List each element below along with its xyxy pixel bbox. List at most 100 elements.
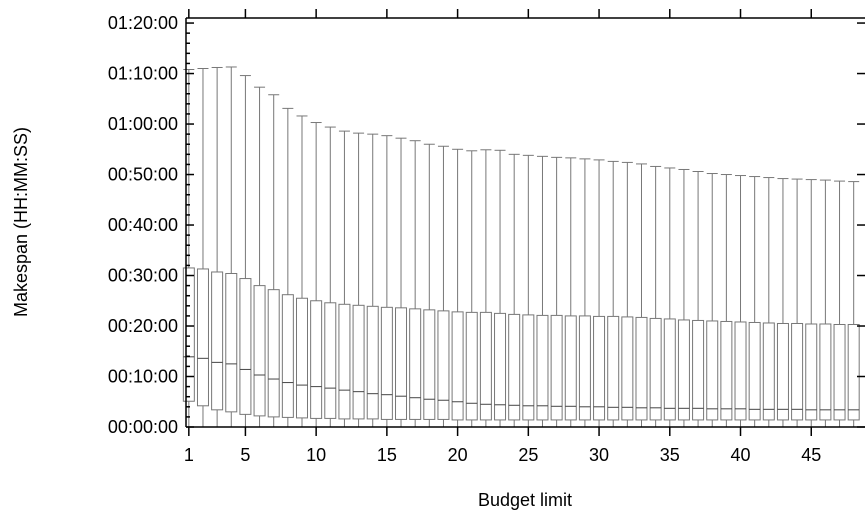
box-group <box>395 137 408 427</box>
box-iqr <box>522 314 535 421</box>
box-iqr <box>550 314 563 421</box>
box-iqr <box>267 289 280 418</box>
box-iqr <box>508 313 521 421</box>
box-group <box>239 75 252 427</box>
box-group <box>621 161 634 427</box>
box-iqr <box>748 321 761 421</box>
box-group <box>720 174 733 427</box>
box-group <box>281 107 294 427</box>
x-tick-label: 40 <box>731 445 751 465</box>
x-tick-label: 25 <box>518 445 538 465</box>
y-tick-label: 00:30:00 <box>108 266 178 286</box>
axes-layer <box>185 17 865 428</box>
box-iqr <box>324 302 337 419</box>
box-iqr <box>253 285 266 417</box>
labels-layer: 00:00:00 00:10:00 00:20:00 00:30:00 00:40:00… <box>108 13 821 465</box>
box-iqr <box>536 314 549 421</box>
box-group <box>423 143 436 427</box>
y-tick-label: 01:10:00 <box>108 64 178 84</box>
box-group <box>211 66 224 427</box>
box-group <box>692 171 705 427</box>
box-group <box>791 178 804 427</box>
box-iqr <box>776 322 789 421</box>
box-group <box>677 168 690 427</box>
box-group <box>706 173 719 427</box>
box-iqr <box>409 308 422 420</box>
box-group <box>536 155 549 427</box>
x-tick-label: 45 <box>801 445 821 465</box>
y-axis-title: Makespan (HH:MM:SS) <box>11 127 31 317</box>
box-iqr <box>239 278 252 415</box>
box-group <box>253 86 266 427</box>
box-iqr <box>677 319 690 421</box>
box-group <box>182 69 195 427</box>
x-tick-label: 1 <box>184 445 194 465</box>
box-group <box>748 176 761 427</box>
box-iqr <box>649 317 662 421</box>
box-group <box>310 122 323 427</box>
box-iqr <box>847 323 860 421</box>
box-group <box>649 165 662 427</box>
y-tick-label: 00:50:00 <box>108 165 178 185</box>
x-tick-label: 35 <box>660 445 680 465</box>
box-group <box>776 178 789 427</box>
box-group <box>550 156 563 427</box>
box-iqr <box>692 319 705 421</box>
box-iqr <box>366 305 379 420</box>
box-group <box>479 149 492 427</box>
box-iqr <box>295 297 308 419</box>
box-iqr <box>593 315 606 421</box>
box-group <box>409 140 422 427</box>
box-iqr <box>281 294 294 418</box>
box-iqr <box>352 304 365 420</box>
box-group <box>267 94 280 427</box>
box-group <box>196 67 209 427</box>
y-tick-label: 00:00:00 <box>108 417 178 437</box>
y-tick-label: 00:10:00 <box>108 367 178 387</box>
box-iqr <box>380 306 393 420</box>
box-group <box>762 177 775 427</box>
y-tick-label: 01:00:00 <box>108 114 178 134</box>
box-group <box>324 126 337 427</box>
x-tick-label: 20 <box>448 445 468 465</box>
box-group <box>338 130 351 427</box>
box-group <box>734 175 747 427</box>
box-iqr <box>621 316 634 421</box>
box-iqr <box>663 318 676 421</box>
box-group <box>593 159 606 427</box>
box-iqr <box>564 315 577 421</box>
box-iqr <box>310 300 323 419</box>
box-group <box>522 154 535 427</box>
box-group <box>352 132 365 427</box>
box-iqr <box>451 311 464 421</box>
box-group <box>508 153 521 427</box>
box-group <box>366 133 379 427</box>
y-tick-label: 00:40:00 <box>108 215 178 235</box>
box-iqr <box>706 320 719 421</box>
box-group <box>225 66 238 427</box>
x-axis-title: Budget limit <box>478 490 572 510</box>
box-iqr <box>762 322 775 421</box>
box-iqr <box>833 323 846 421</box>
y-tick-label: 01:20:00 <box>108 13 178 33</box>
box-iqr <box>395 307 408 420</box>
box-iqr <box>465 311 478 421</box>
x-tick-label: 5 <box>240 445 250 465</box>
box-iqr <box>819 323 832 421</box>
box-iqr <box>225 272 238 413</box>
box-iqr <box>211 271 224 411</box>
box-group <box>607 160 620 427</box>
box-iqr <box>791 322 804 421</box>
box-group <box>833 180 846 427</box>
box-group <box>494 149 507 427</box>
x-tick-label: 30 <box>589 445 609 465</box>
box-iqr <box>437 310 450 420</box>
box-iqr <box>338 303 351 420</box>
boxes-layer <box>182 66 860 427</box>
box-iqr <box>423 309 436 420</box>
box-group <box>437 145 450 427</box>
box-iqr <box>196 268 209 407</box>
box-iqr <box>479 311 492 421</box>
box-group <box>465 150 478 427</box>
box-iqr <box>805 323 818 421</box>
